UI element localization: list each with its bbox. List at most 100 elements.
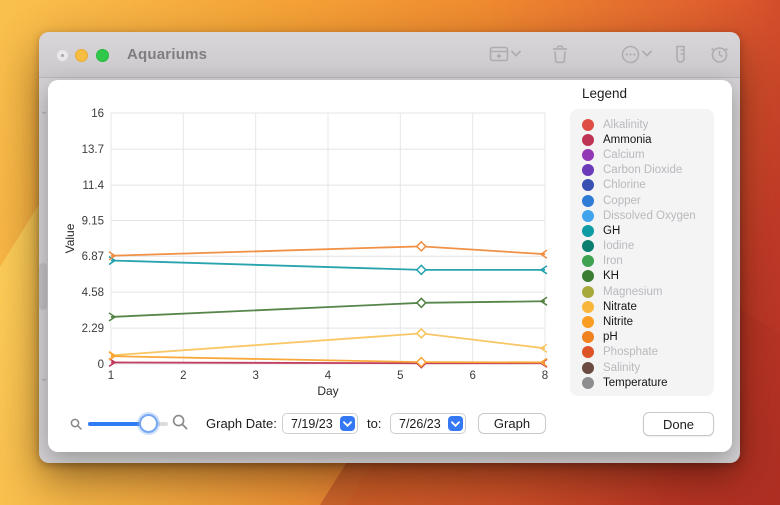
start-date-input[interactable]	[291, 416, 337, 431]
marker-start	[108, 312, 117, 322]
legend-item-ammonia[interactable]: Ammonia	[582, 132, 714, 147]
y-axis-title: Value	[63, 223, 77, 253]
background-disclosure-chevron-icon: ⌄	[40, 373, 49, 384]
marker-mid	[415, 327, 427, 339]
x-axis-title: Day	[317, 384, 338, 398]
start-date-field[interactable]	[282, 413, 358, 434]
y-tick-label: 6.87	[82, 251, 104, 263]
marker-end	[539, 296, 548, 306]
legend-item-label: Copper	[603, 194, 641, 207]
x-tick-label: 5	[397, 370, 403, 382]
legend-color-dot	[582, 300, 594, 313]
marker-end	[539, 357, 548, 368]
legend-item-label: Calcium	[603, 148, 645, 161]
minimize-button[interactable]	[75, 48, 88, 62]
legend-color-dot	[582, 194, 594, 207]
legend-item-label: Dissolved Oxygen	[603, 209, 696, 222]
legend-item-kh[interactable]: KH	[582, 269, 714, 284]
legend-item-temperature[interactable]: Temperature	[582, 375, 714, 390]
legend-item-gh[interactable]: GH	[582, 223, 714, 238]
to-label: to:	[367, 416, 382, 431]
legend-color-dot	[582, 331, 594, 344]
test-kit-icon[interactable]	[674, 45, 687, 64]
x-tick-label: 4	[325, 370, 332, 382]
x-tick-label: 6	[469, 370, 475, 382]
legend-color-dot	[582, 164, 594, 177]
graph-button[interactable]: Graph	[478, 413, 546, 434]
marker-end	[539, 249, 548, 259]
legend-item-label: Chlorine	[603, 179, 646, 192]
legend-title: Legend	[582, 86, 628, 101]
legend-item-label: Phosphate	[603, 346, 658, 359]
alarm-icon[interactable]	[710, 45, 729, 64]
legend-color-dot	[582, 255, 594, 268]
marker-end	[539, 343, 548, 353]
line-chart: 0 2.29 4.58 6.87 9.15 11.4 13.7 16 1 2 3 4 5 6 8 Day Val…	[63, 108, 548, 398]
marker-start	[108, 351, 117, 361]
legend-item-nitrate[interactable]: Nitrate	[582, 299, 714, 314]
legend-item-ph[interactable]: pH	[582, 330, 714, 345]
add-aquarium-icon[interactable]	[489, 45, 509, 63]
legend-item-iron[interactable]: Iron	[582, 254, 714, 269]
y-tick-label: 13.7	[82, 144, 104, 156]
marker-mid	[415, 356, 427, 368]
y-tick-label: 0	[98, 359, 104, 371]
legend-item-alkalinity[interactable]: Alkalinity	[582, 117, 714, 132]
end-date-stepper-icon[interactable]	[448, 416, 463, 431]
legend-item-label: Temperature	[603, 376, 668, 389]
zoom-slider-thumb[interactable]	[139, 414, 158, 433]
legend-item-label: Iodine	[603, 240, 635, 253]
graph-sheet: 0 2.29 4.58 6.87 9.15 11.4 13.7 16 1 2 3 4 5 6 8 Day Val…	[48, 80, 732, 452]
legend-item-magnesium[interactable]: Magnesium	[582, 284, 714, 299]
zoom-slider-fill	[88, 422, 148, 426]
end-date-input[interactable]	[399, 416, 445, 431]
more-options-icon[interactable]	[621, 45, 640, 64]
legend-item-carbon-dioxide[interactable]: Carbon Dioxide	[582, 163, 714, 178]
legend-color-dot	[582, 179, 594, 192]
background-scrollbar-thumb	[39, 263, 47, 310]
legend-item-label: Iron	[603, 255, 623, 268]
aquariums-window: Aquariums ⌄ ⌄	[39, 32, 740, 463]
legend-color-dot	[582, 346, 594, 359]
x-tick-label: 3	[252, 370, 258, 382]
y-tick-label: 9.15	[82, 215, 104, 227]
zoom-button[interactable]	[96, 48, 109, 62]
legend-item-label: Nitrite	[603, 316, 634, 329]
y-tick-label: 11.4	[82, 180, 104, 192]
legend-color-dot	[582, 148, 594, 161]
close-button[interactable]	[56, 48, 69, 62]
legend-item-salinity[interactable]: Salinity	[582, 360, 714, 375]
legend-item-dissolved-oxygen[interactable]: Dissolved Oxygen	[582, 208, 714, 223]
more-options-dropdown-chevron-icon[interactable]	[642, 50, 652, 57]
zoom-slider[interactable]	[88, 414, 168, 433]
legend-item-phosphate[interactable]: Phosphate	[582, 345, 714, 360]
legend-item-nitrite[interactable]: Nitrite	[582, 314, 714, 329]
legend-panel: Alkalinity Ammonia Calcium Carbon Dioxide Ch…	[570, 109, 714, 396]
done-button[interactable]: Done	[643, 412, 714, 436]
legend-item-iodine[interactable]: Iodine	[582, 239, 714, 254]
end-date-field[interactable]	[390, 413, 466, 434]
marker-mid	[415, 240, 427, 252]
x-tick-label: 8	[542, 370, 548, 382]
legend-color-dot	[582, 209, 594, 222]
legend-color-dot	[582, 118, 594, 131]
y-tick-label: 2.29	[82, 323, 104, 335]
legend-color-dot	[582, 316, 594, 329]
zoom-out-magnifier-icon[interactable]	[70, 418, 82, 433]
y-tick-label: 16	[91, 108, 104, 120]
legend-item-copper[interactable]: Copper	[582, 193, 714, 208]
legend-item-calcium[interactable]: Calcium	[582, 147, 714, 162]
add-aquarium-dropdown-chevron-icon[interactable]	[511, 50, 521, 57]
trash-icon[interactable]	[552, 45, 568, 64]
legend-color-dot	[582, 361, 594, 374]
legend-color-dot	[582, 376, 594, 389]
marker-mid	[415, 264, 427, 276]
legend-color-dot	[582, 285, 594, 298]
marker-end	[539, 265, 548, 275]
titlebar[interactable]: Aquariums	[39, 32, 740, 78]
start-date-stepper-icon[interactable]	[340, 416, 355, 431]
zoom-in-magnifier-icon[interactable]	[172, 414, 188, 433]
legend-item-chlorine[interactable]: Chlorine	[582, 178, 714, 193]
legend-item-label: Salinity	[603, 361, 641, 374]
